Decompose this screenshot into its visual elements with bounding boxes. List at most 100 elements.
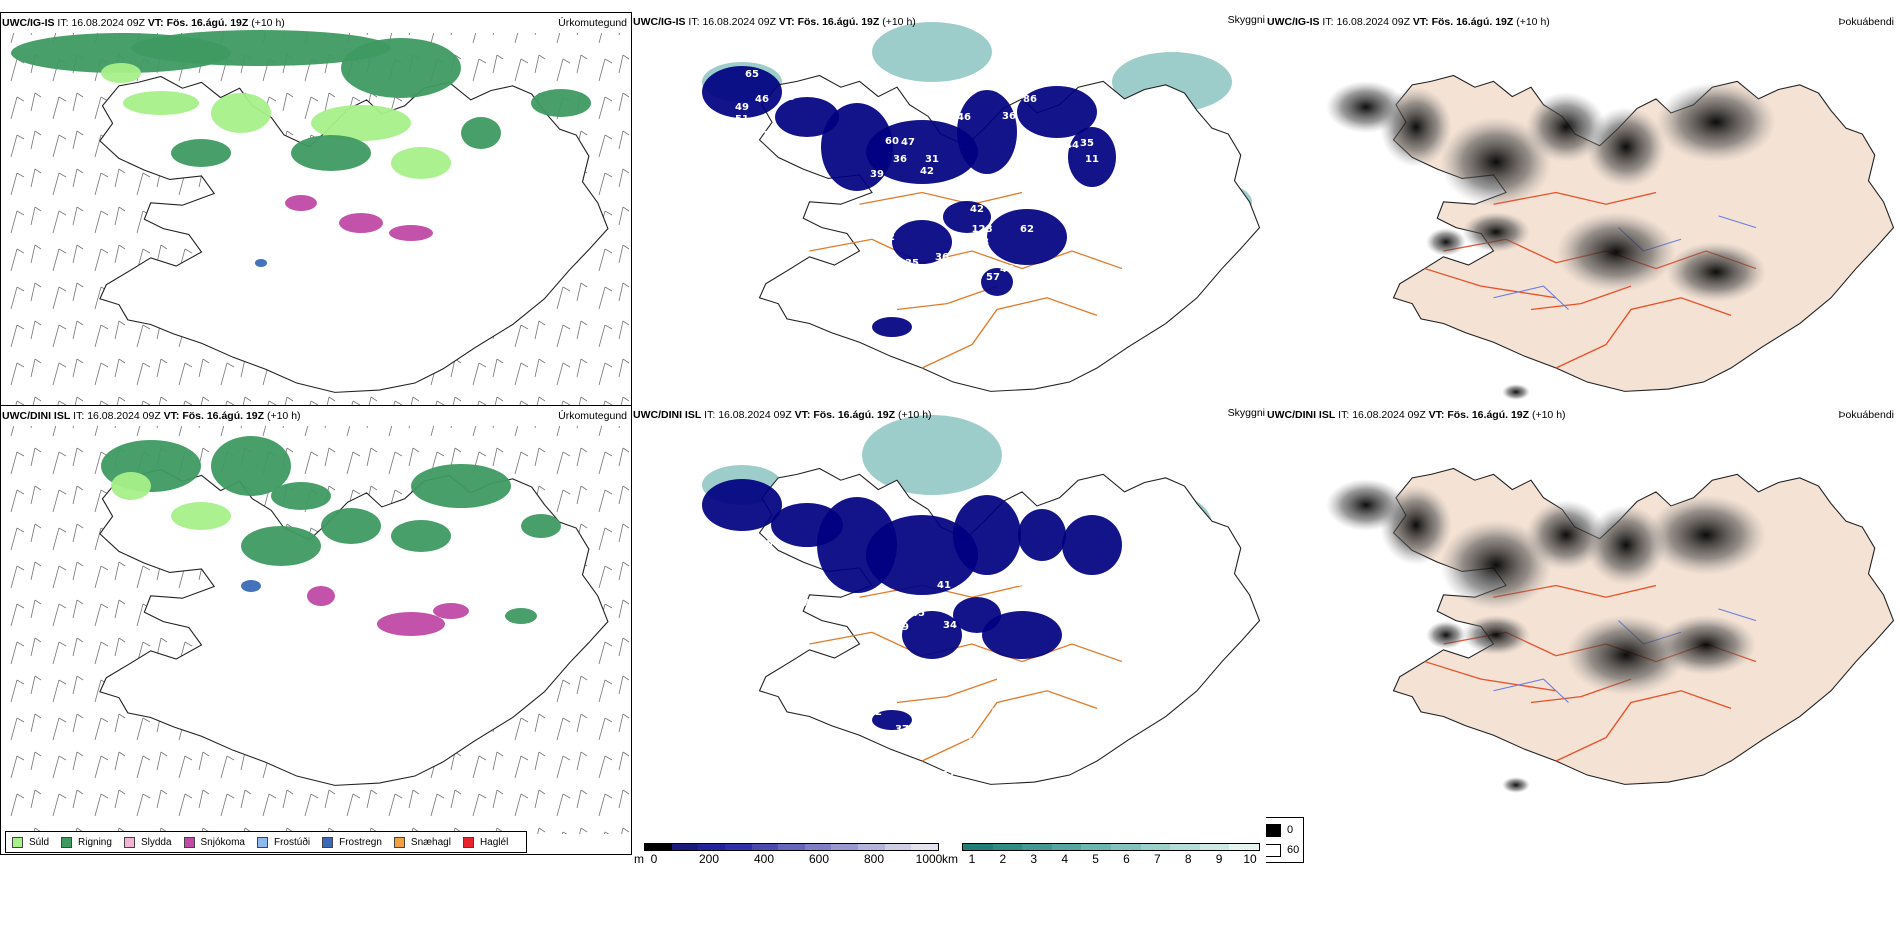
colorbar-tick: 7 [1153,852,1161,866]
cloud-base-value: 35 [905,258,919,269]
panel-type-label: Úrkomutegund [558,410,627,422]
cloud-base-value: 45 [769,596,783,607]
cloud-base-value: 36 [1002,111,1016,122]
cloud-base-value: 42 [970,204,984,215]
legend-item-suld: Súld [12,836,49,848]
init-time-label: IT: [704,409,716,421]
init-time: 16.08.2024 09Z [1352,409,1426,421]
precip-area-snjokoma [433,603,469,619]
valid-time: Fös. 16.ágú. 19Z [182,410,265,422]
cloud-base-value: 36 [935,252,949,263]
cloud-base-value: 51 [755,130,769,141]
cloud-base-value: 62 [1020,224,1034,235]
colorbar-tick: 1 [968,852,976,866]
cloud-base-value: 36 [893,154,907,165]
cloud-base-value: 46 [850,284,864,295]
low-cloud-area [953,597,1001,633]
precip-area-suld [123,91,199,115]
panel-title: UWC/DINI ISL IT: 16.08.2024 09Z VT: Fös.… [2,410,301,422]
precip-area-rigning [241,526,321,566]
low-cloud-area [775,97,839,137]
low-cloud-area [702,66,782,118]
cloud-base-value: 47 [901,137,915,148]
low-cloud-area [866,120,978,184]
low-cloud-area [953,495,1021,575]
cloud-base-value: 57 [1039,309,1053,320]
cloud-base-value: 61 [970,673,984,684]
lead-time: (+10 h) [251,17,285,29]
precip-area-snjokoma [285,195,317,211]
fog-legend: 0 60 [1266,817,1304,863]
fog-indicator-panel: UWC/IG-IS IT: 16.08.2024 09Z VT: Fös. 16… [1266,12,1900,482]
low-cloud-area [1068,127,1116,187]
fog-legend-high: 60 [1287,844,1300,856]
precip-area-rigning [341,38,461,98]
valid-time: Fös. 16.ágú. 19Z [797,16,880,28]
fog-legend-low: 0 [1287,824,1294,836]
colorbar-segment [1229,844,1259,850]
cloud-base-value: 78 [1017,762,1031,773]
cloud-base-value: 46 [729,144,743,155]
low-cloud-area [1018,509,1066,561]
cloud-base-value: 66 [695,142,709,153]
cloud-base-value: 40 [895,214,909,225]
cloud-base-value: 55 [969,693,983,704]
cloud-base-value: 46 [1045,304,1059,315]
valid-time: Fös. 16.ágú. 19Z [813,409,896,421]
cloud-base-value: 80 [1063,611,1077,622]
colorbar-tick: 200 [698,852,720,866]
init-time-label: IT: [1338,409,1350,421]
precip-area-suld [171,502,231,530]
fog-indicator-area [1502,384,1530,400]
fog-indicator-area [1586,107,1666,187]
precip-legend: Súld Rigning Slydda Snjókoma Frostúði Frostre… [5,831,528,853]
panel-title: UWC/IG-IS IT: 16.08.2024 09Z VT: Fös. 16… [633,16,916,28]
colorbar-segment [1170,844,1200,850]
cloud-base-value: 125 [962,272,983,283]
colorbar-segment [804,844,832,850]
fog-indicator-area [1462,212,1530,252]
precip-area-frostregn [241,580,261,592]
colorbar-tick: 8 [1184,852,1192,866]
panel-type-label: Þokuábendi [1838,16,1894,28]
cloud-base-value: 60 [885,136,899,147]
cloud-base-value: 65 [745,69,759,80]
colorbar-strip [644,843,939,851]
cloud-base-value: 37 [895,724,909,735]
legend-swatch [123,836,135,848]
model-name: UWC/DINI ISL [2,410,71,422]
legend-swatch [322,836,334,848]
cloud-base-value: 43 [781,92,795,103]
cloud-base-value: 49 [735,102,749,113]
lead-time: (+10 h) [1531,409,1566,421]
low-cloud-area [1062,515,1122,575]
colorbar-segment [698,844,725,850]
legend-label: Frostregn [339,836,382,848]
cloud-base-value: 52 [950,187,964,198]
precip-area-rigning [271,482,331,510]
legend-swatch [256,836,268,848]
model-name: UWC/IG-IS [2,17,55,29]
init-time: 16.08.2024 09Z [71,17,145,29]
cloud-base-value: 11 [1085,154,1099,165]
colorbar-tick: 4 [1061,852,1068,866]
fog-indicator-area [1440,117,1552,207]
precip-area-rigning [411,464,511,508]
precip-type-map [1,13,631,461]
cloud-base-value: 53 [1015,176,1029,187]
colorbar-segment [671,844,699,850]
precip-area-rigning [131,30,391,66]
cloud-base-value: 37 [957,584,971,595]
cloud-base-value: 42 [943,720,957,731]
panel-title: UWC/IG-IS IT: 16.08.2024 09Z VT: Fös. 16… [2,17,285,29]
panel-type-label: Úrkomutegund [558,17,627,29]
fog-indicator-area [1656,615,1756,675]
cloud-base-value: 28 [975,237,989,248]
colorbar-segment [858,844,885,850]
valid-time-label: VT: [794,409,811,421]
legend-item-snjokoma: Snjókoma [183,836,245,848]
init-time: 16.08.2024 09Z [87,410,161,422]
panel-type-label: Skyggni [1227,14,1265,26]
cloud-base-value: 38 [968,737,982,748]
